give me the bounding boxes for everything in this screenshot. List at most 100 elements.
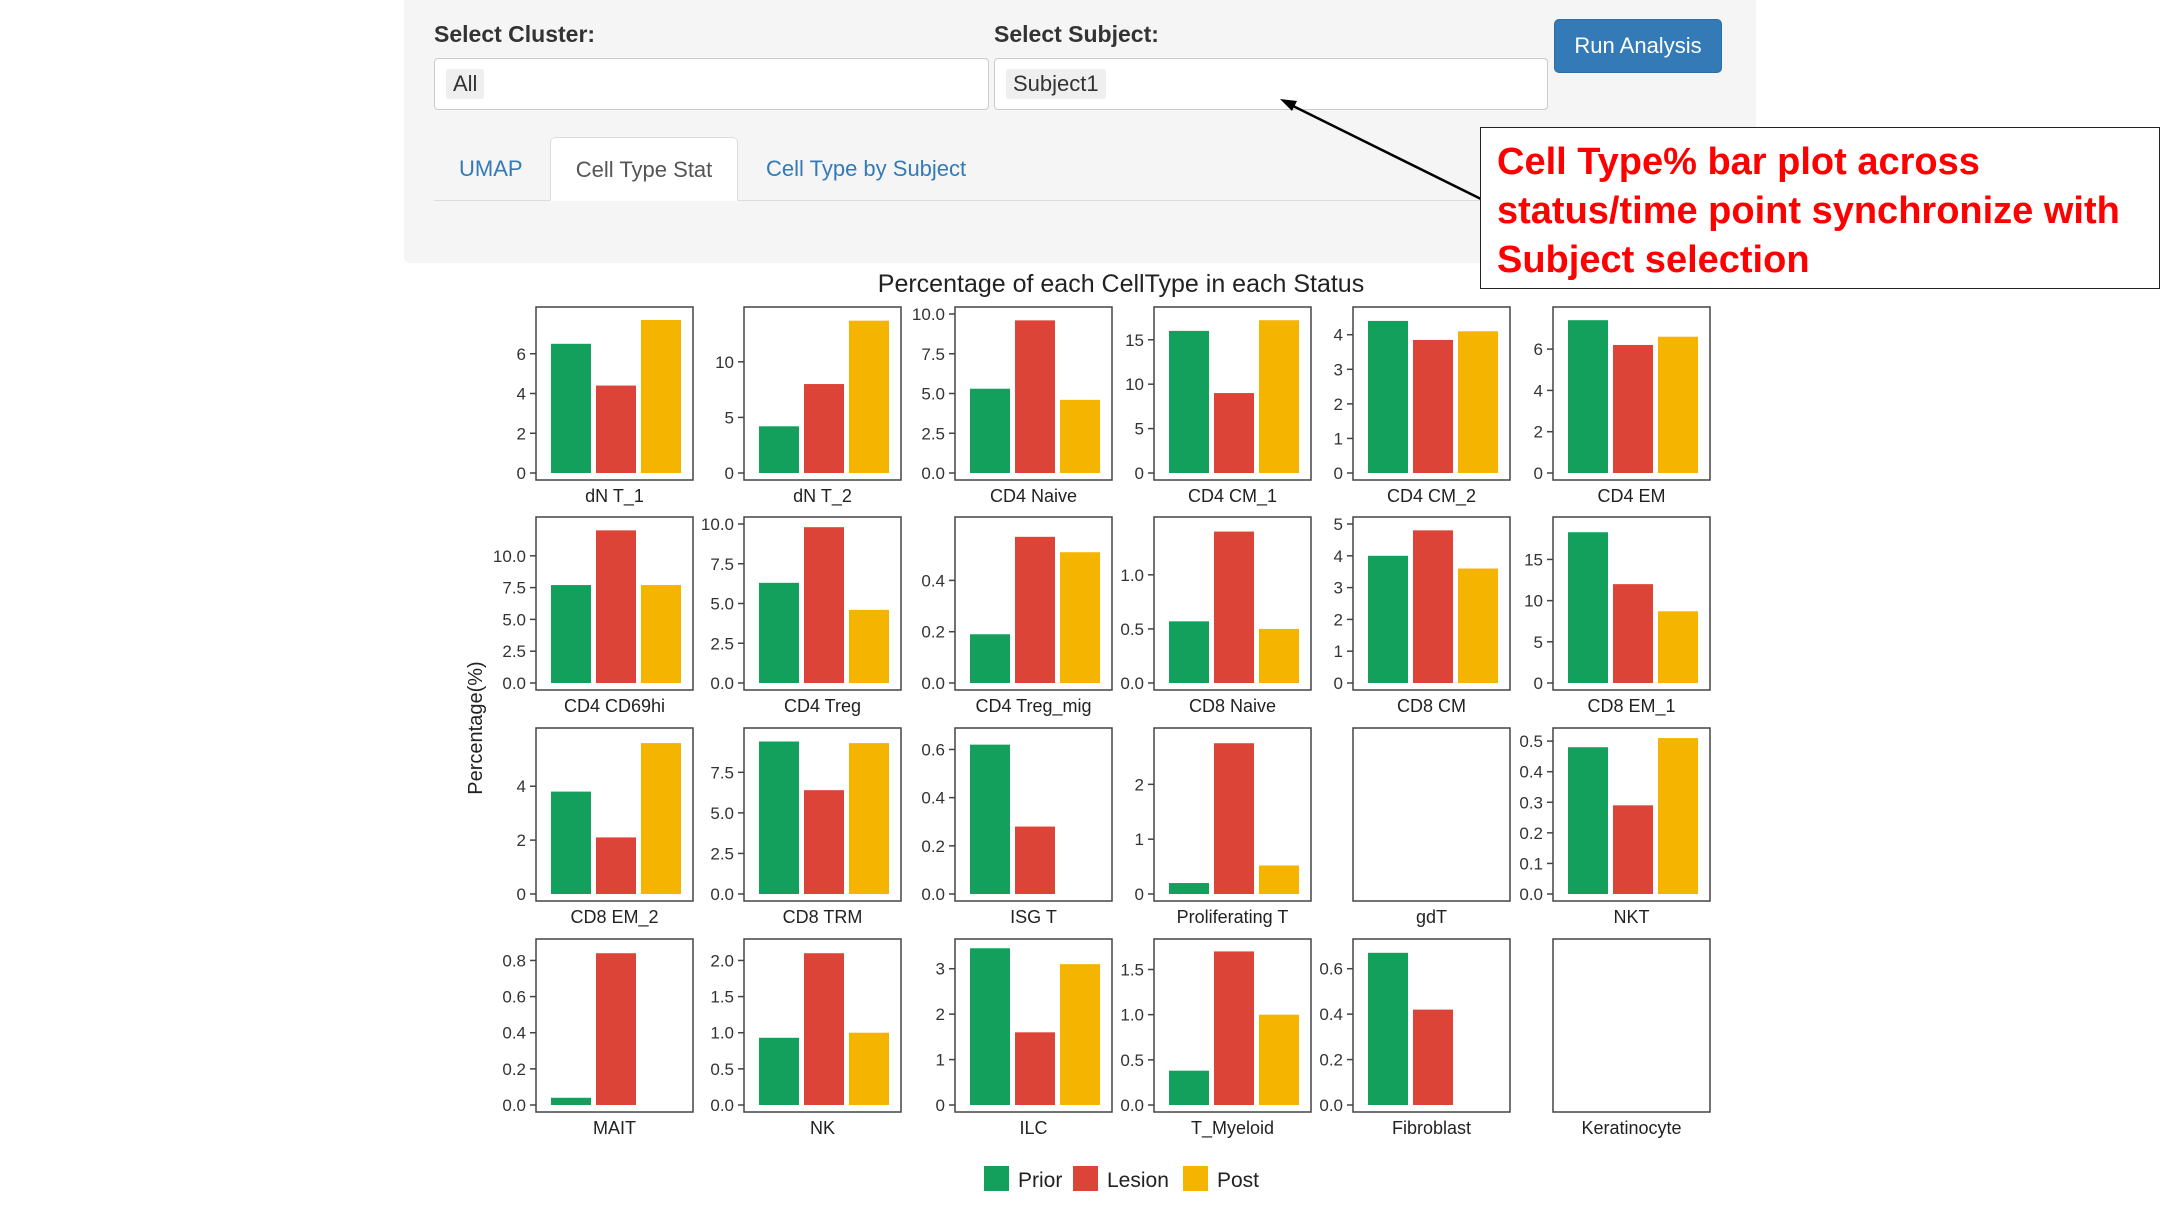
bar-prior bbox=[1169, 330, 1209, 473]
y-tick-label: 7.5 bbox=[921, 345, 945, 364]
panel-nk: 0.0 0.5 1.0 1.5 2.0 NK bbox=[710, 938, 902, 1138]
bar-post bbox=[1259, 1014, 1299, 1105]
y-tick-label: 0.0 bbox=[921, 885, 945, 904]
bar-post bbox=[1060, 552, 1100, 683]
y-tick-label: 1.5 bbox=[710, 988, 734, 1007]
panel-fibroblast: 0.0 0.2 0.4 0.6 Fibroblast bbox=[1319, 938, 1511, 1138]
bar-prior bbox=[970, 634, 1010, 683]
y-tick-label: 0 bbox=[1534, 674, 1543, 693]
panel-cd8-cm: 0 1 2 3 4 5 CD8 CM bbox=[1334, 515, 1511, 716]
panel-label: MAIT bbox=[593, 1118, 636, 1138]
y-tick-label: 0.4 bbox=[1519, 763, 1543, 782]
y-tick-label: 1.0 bbox=[710, 1024, 734, 1043]
y-tick-label: 0.0 bbox=[710, 674, 734, 693]
y-tick-label: 0.5 bbox=[1519, 732, 1543, 751]
y-tick-label: 0.0 bbox=[921, 674, 945, 693]
bar-post bbox=[849, 1032, 889, 1105]
panel-cd4-cm-2: 0 1 2 3 4 CD4 CM_2 bbox=[1334, 306, 1511, 507]
panel-cd4-em: 0 2 4 6 CD4 EM bbox=[1534, 306, 1711, 506]
y-tick-label: 1 bbox=[1334, 642, 1343, 661]
panel-label: CD8 EM_1 bbox=[1587, 696, 1675, 717]
y-tick-label: 2 bbox=[936, 1005, 945, 1024]
y-tick-label: 2.5 bbox=[921, 424, 945, 443]
panel-proliferating-t: 0 1 2 Proliferating T bbox=[1135, 727, 1312, 927]
bar-prior bbox=[1368, 555, 1408, 683]
y-tick-label: 2.0 bbox=[710, 951, 734, 970]
panel-label: CD8 TRM bbox=[783, 907, 863, 927]
y-tick-label: 0 bbox=[1534, 464, 1543, 483]
y-tick-label: 5.0 bbox=[921, 385, 945, 404]
y-tick-label: 0 bbox=[517, 885, 526, 904]
bar-lesion bbox=[1613, 344, 1653, 473]
bar-prior bbox=[1568, 320, 1608, 473]
panel-label: CD4 CD69hi bbox=[564, 696, 665, 716]
y-tick-label: 5 bbox=[725, 408, 734, 427]
bar-lesion bbox=[1214, 743, 1254, 894]
bar-prior bbox=[1368, 320, 1408, 473]
y-tick-label: 1 bbox=[936, 1051, 945, 1070]
bar-prior bbox=[1568, 747, 1608, 894]
legend-label-lesion: Lesion bbox=[1107, 1169, 1169, 1192]
y-tick-label: 4 bbox=[517, 777, 526, 796]
bar-prior bbox=[551, 343, 591, 473]
y-tick-label: 0.0 bbox=[710, 1096, 734, 1115]
bar-post bbox=[1060, 399, 1100, 473]
y-tick-label: 0.2 bbox=[1319, 1051, 1343, 1070]
bar-prior bbox=[759, 1037, 799, 1105]
panel-dn-t-2: 0 5 10 dN T_2 bbox=[715, 306, 902, 507]
y-tick-label: 5.0 bbox=[710, 804, 734, 823]
bar-lesion bbox=[1015, 536, 1055, 683]
bar-post bbox=[1658, 738, 1698, 894]
y-tick-label: 3 bbox=[1334, 360, 1343, 379]
y-tick-label: 2 bbox=[1334, 610, 1343, 629]
bar-lesion bbox=[1413, 530, 1453, 683]
y-tick-label: 6 bbox=[517, 345, 526, 364]
y-tick-label: 4 bbox=[1334, 326, 1343, 345]
bar-post bbox=[1060, 964, 1100, 1105]
annotation-text: Cell Type% bar plot across status/time p… bbox=[1497, 141, 2120, 281]
y-tick-label: 0.2 bbox=[502, 1060, 526, 1079]
y-tick-label: 0.1 bbox=[1519, 854, 1543, 873]
panel-cd4-treg-mig: 0.0 0.2 0.4 CD4 Treg_mig bbox=[921, 516, 1113, 717]
panel-cd4-cd69hi: 0.0 2.5 5.0 7.5 10.0 CD4 CD69hi bbox=[493, 516, 694, 716]
bar-prior bbox=[551, 585, 591, 683]
bar-lesion bbox=[804, 790, 844, 894]
bar-lesion bbox=[1613, 584, 1653, 683]
bar-post bbox=[1658, 336, 1698, 473]
run-analysis-button[interactable]: Run Analysis bbox=[1554, 19, 1722, 73]
panel-cd8-trm: 0.0 2.5 5.0 7.5 CD8 TRM bbox=[710, 727, 902, 927]
y-tick-label: 2 bbox=[1534, 423, 1543, 442]
legend-swatch-prior bbox=[984, 1166, 1009, 1191]
bar-post bbox=[1458, 331, 1498, 473]
panel-label: ISG T bbox=[1010, 907, 1057, 927]
y-tick-label: 0.0 bbox=[710, 885, 734, 904]
y-tick-label: 5.0 bbox=[710, 595, 734, 614]
y-tick-label: 10 bbox=[715, 353, 734, 372]
bar-lesion bbox=[596, 837, 636, 894]
y-tick-label: 0.2 bbox=[1519, 824, 1543, 843]
panel-label: T_Myeloid bbox=[1191, 1118, 1274, 1139]
y-tick-label: 1.0 bbox=[1120, 1006, 1144, 1025]
bar-lesion bbox=[804, 527, 844, 683]
tab-cell-type-by-subject[interactable]: Cell Type by Subject bbox=[766, 156, 967, 181]
y-tick-label: 3 bbox=[936, 960, 945, 979]
panel-label: CD8 EM_2 bbox=[570, 907, 658, 928]
cluster-select[interactable]: All bbox=[434, 58, 989, 110]
panel-nkt: 0.0 0.1 0.2 0.3 0.4 0.5 NKT bbox=[1519, 727, 1711, 927]
bar-lesion bbox=[1413, 1009, 1453, 1105]
bar-lesion bbox=[1613, 805, 1653, 894]
tab-umap[interactable]: UMAP bbox=[459, 156, 523, 181]
y-axis-title: Percentage(%) bbox=[465, 661, 487, 794]
tab-cell-type-stat[interactable]: Cell Type Stat bbox=[550, 137, 738, 201]
panel-t-myeloid: 0.0 0.5 1.0 1.5 T_Myeloid bbox=[1120, 938, 1312, 1139]
y-tick-label: 0.6 bbox=[921, 740, 945, 759]
bar-lesion bbox=[596, 385, 636, 473]
panel-keratinocyte: Keratinocyte bbox=[1552, 938, 1711, 1138]
bar-lesion bbox=[1214, 531, 1254, 683]
bar-lesion bbox=[1214, 951, 1254, 1105]
panel-label: Fibroblast bbox=[1392, 1118, 1471, 1138]
panel-label: NK bbox=[810, 1118, 835, 1138]
subject-select[interactable]: Subject1 bbox=[994, 58, 1548, 110]
legend-swatch-lesion bbox=[1073, 1166, 1098, 1191]
